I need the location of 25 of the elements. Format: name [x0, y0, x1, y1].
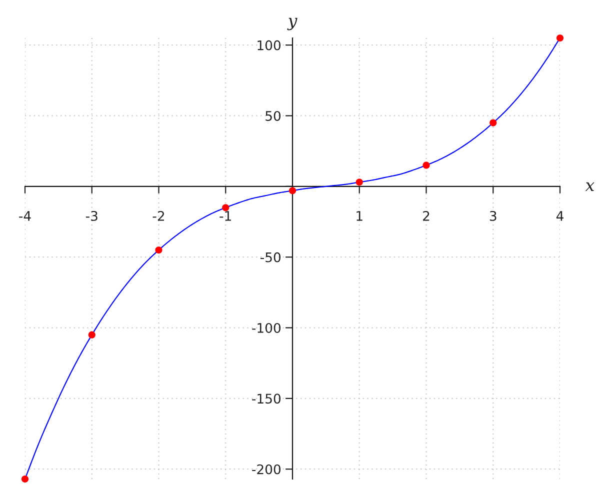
- y-tick-label: -50: [260, 252, 281, 262]
- x-tick-label: -2: [152, 210, 164, 221]
- x-tick-label: -1: [220, 211, 231, 221]
- x-tick-label: 1: [356, 211, 362, 221]
- point: [222, 204, 230, 212]
- y-axis-title: y: [287, 18, 298, 30]
- x-tick-label: 3: [490, 210, 496, 221]
- y-tick-label: -200: [252, 464, 281, 474]
- point: [288, 187, 296, 194]
- y-tick-label: 50: [266, 110, 281, 121]
- point: [356, 178, 363, 186]
- point: [155, 246, 162, 254]
- y-tick-label: -150: [252, 394, 281, 404]
- y-tick-label: 100: [258, 40, 281, 50]
- x-tick-label: 2: [423, 210, 430, 221]
- x-tick-label: 4: [556, 211, 564, 221]
- x-axis-title: x: [585, 182, 594, 192]
- y-tick-label: -100: [252, 322, 281, 333]
- point: [422, 162, 430, 169]
- x-tick-label: -3: [86, 210, 98, 221]
- point: [490, 119, 497, 126]
- point: [88, 331, 96, 338]
- point: [556, 34, 564, 42]
- point: [21, 475, 29, 483]
- x-tick-label: -4: [19, 211, 31, 221]
